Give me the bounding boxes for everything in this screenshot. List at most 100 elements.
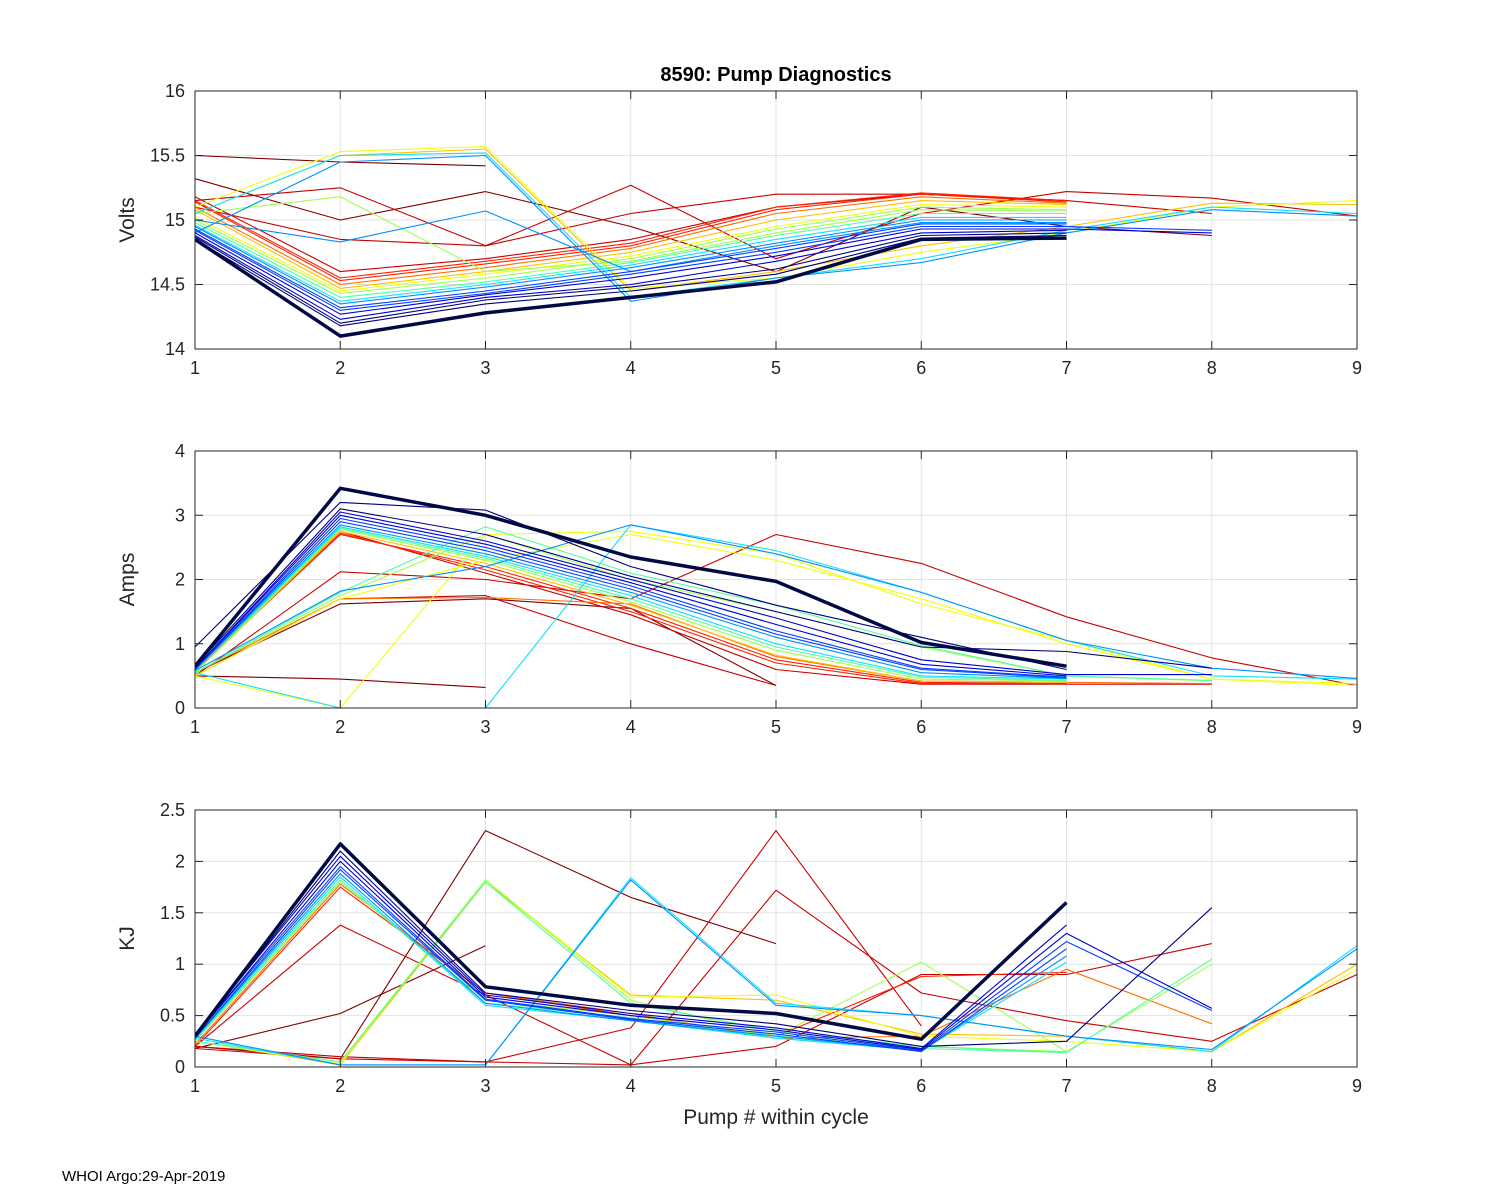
- volts-series-group: [195, 145, 1357, 338]
- amps-series-a20: [195, 521, 1067, 679]
- amps-series-a22: [195, 514, 1067, 677]
- kj-xtick-label: 3: [480, 1076, 490, 1096]
- amps-series-a18: [195, 524, 1357, 679]
- kj-series-k16: [195, 879, 1357, 1066]
- kj-series-k05: [195, 943, 1212, 1066]
- panel-kj: 1 2 3 4 5 6 7 8 9 0 0.5 1 1.5 2 2.5 KJ Pump # within cyc…: [116, 800, 1362, 1129]
- amps-series-a09: [195, 530, 1067, 683]
- amps-xtick-label: 7: [1061, 717, 1071, 737]
- kj-series-k19: [195, 865, 1213, 1052]
- volts-xtick-label: 9: [1352, 358, 1362, 378]
- volts-series-v25: [195, 232, 1067, 324]
- amps-ylabel: Amps: [116, 553, 139, 607]
- volts-xtick-label: 2: [335, 358, 345, 378]
- kj-ytick-label: 0.5: [160, 1006, 185, 1026]
- volts-ylabel: Volts: [116, 197, 139, 243]
- kj-xlabel: Pump # within cycle: [683, 1106, 869, 1129]
- amps-series-a25: [195, 501, 1067, 671]
- volts-series-v27: [195, 236, 1067, 338]
- kj-xtick-label: 6: [916, 1076, 926, 1096]
- kj-series-k23: [195, 842, 1068, 1041]
- amps-ytick-label: 4: [175, 441, 185, 461]
- amps-series-a02: [195, 598, 777, 686]
- amps-series-a11: [195, 533, 1357, 687]
- amps-xtick-label: 4: [626, 717, 636, 737]
- amps-series-group: [195, 486, 1357, 709]
- amps-xtick-label: 2: [335, 717, 345, 737]
- amps-series-a06: [195, 532, 1067, 685]
- volts-series-v19: [195, 219, 1067, 305]
- volts-series-v07: [195, 193, 1067, 282]
- amps-ytick-label: 3: [175, 505, 185, 525]
- volts-series-v23: [195, 228, 1212, 315]
- kj-xtick-label: 2: [335, 1076, 345, 1096]
- kj-xtick-label: 7: [1061, 1076, 1071, 1096]
- kj-xtick-label: 4: [626, 1076, 636, 1096]
- amps-xtick-label: 1: [190, 717, 200, 737]
- volts-xtick-label: 3: [480, 358, 490, 378]
- amps-xtick-label: 3: [480, 717, 490, 737]
- kj-series-k01: [195, 945, 486, 1050]
- kj-ytick-label: 1.5: [160, 903, 185, 923]
- kj-xtick-label: 8: [1207, 1076, 1217, 1096]
- volts-xtick-label: 5: [771, 358, 781, 378]
- kj-ylabel: KJ: [116, 926, 139, 951]
- volts-series-v15: [195, 212, 1067, 298]
- amps-ytick-label: 1: [175, 634, 185, 654]
- amps-series-a01: [195, 675, 486, 688]
- volts-ytick-label: 15.5: [150, 146, 185, 166]
- kj-xtick-label: 9: [1352, 1076, 1362, 1096]
- volts-series-v06: [195, 192, 1067, 279]
- amps-series-a21: [195, 517, 1067, 678]
- amps-series-a15: [195, 527, 1067, 681]
- kj-ytick-label: 0: [175, 1057, 185, 1077]
- amps-xtick-label: 6: [916, 717, 926, 737]
- amps-xtick-label: 9: [1352, 717, 1362, 737]
- amps-xtick-label: 5: [771, 717, 781, 737]
- amps-ytick-label: 0: [175, 698, 185, 718]
- volts-series-v21: [195, 223, 1067, 309]
- volts-series-v14: [195, 196, 1067, 273]
- amps-ytick-label: 2: [175, 570, 185, 590]
- amps-series-a04: [195, 533, 1357, 687]
- volts-xtick-label: 1: [190, 358, 200, 378]
- kj-series-k04: [195, 889, 1357, 1066]
- volts-ytick-label: 14: [165, 339, 185, 359]
- amps-series-a19: [195, 524, 1067, 679]
- kj-series-k20: [195, 860, 1213, 1051]
- kj-series-group: [195, 830, 1357, 1066]
- volts-series-v08: [195, 196, 1067, 286]
- kj-xtick-label: 5: [771, 1076, 781, 1096]
- kj-series-k03: [195, 830, 922, 1063]
- volts-xtick-label: 6: [916, 358, 926, 378]
- amps-series-a05: [195, 530, 1212, 685]
- kj-xtick-label: 1: [190, 1076, 200, 1096]
- amps-xtick-label: 8: [1207, 717, 1217, 737]
- amps-series-a26: [195, 486, 1067, 668]
- volts-series-v22: [195, 225, 1212, 311]
- kj-series-k22: [195, 850, 1213, 1047]
- volts-ytick-label: 14.5: [150, 275, 185, 295]
- volts-series-v03: [195, 184, 1357, 260]
- kj-series-k18: [195, 869, 1067, 1053]
- volts-series-v13: [195, 206, 1067, 295]
- kj-ytick-label: 2: [175, 851, 185, 871]
- kj-ytick-label: 2.5: [160, 800, 185, 820]
- amps-series-a17: [195, 526, 1067, 680]
- volts-series-v17: [195, 216, 1067, 302]
- volts-series-v24: [195, 229, 1067, 320]
- volts-xtick-label: 8: [1207, 358, 1217, 378]
- volts-series-v09: [195, 200, 1067, 289]
- volts-series-v10: [195, 148, 1357, 292]
- volts-ytick-label: 15: [165, 210, 185, 230]
- volts-xtick-label: 4: [626, 358, 636, 378]
- amps-series-a13: [195, 528, 1067, 682]
- volts-xtick-label: 7: [1061, 358, 1071, 378]
- volts-ytick-label: 16: [165, 81, 185, 101]
- kj-ytick-label: 1: [175, 954, 185, 974]
- amps-series-a24: [195, 508, 1212, 669]
- volts-series-v12: [195, 203, 1067, 292]
